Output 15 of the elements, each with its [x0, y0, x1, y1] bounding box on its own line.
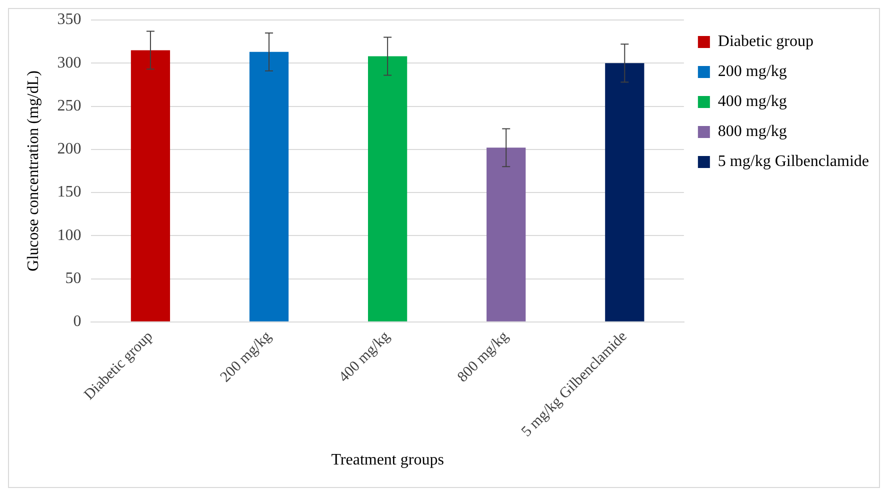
legend-label: 5 mg/kg Gilbenclamide	[718, 153, 869, 170]
y-tick-label: 150	[57, 184, 82, 201]
y-tick-label: 0	[73, 313, 82, 330]
y-tick-label: 300	[57, 54, 82, 72]
legend-label: 200 mg/kg	[718, 63, 787, 80]
y-tick-label: 100	[57, 226, 82, 244]
legend-label: 400 mg/kg	[718, 93, 787, 110]
y-tick-label: 50	[65, 270, 82, 287]
legend-label: 800 mg/kg	[718, 123, 787, 140]
legend-label: Diabetic group	[718, 33, 814, 50]
x-axis-title: Treatment groups	[331, 452, 444, 469]
y-tick-label: 350	[57, 11, 82, 28]
y-axis-title: Glucose concentration (mg/dL)	[24, 70, 42, 272]
y-tick-label: 200	[57, 140, 82, 158]
y-tick-label: 250	[57, 97, 82, 114]
